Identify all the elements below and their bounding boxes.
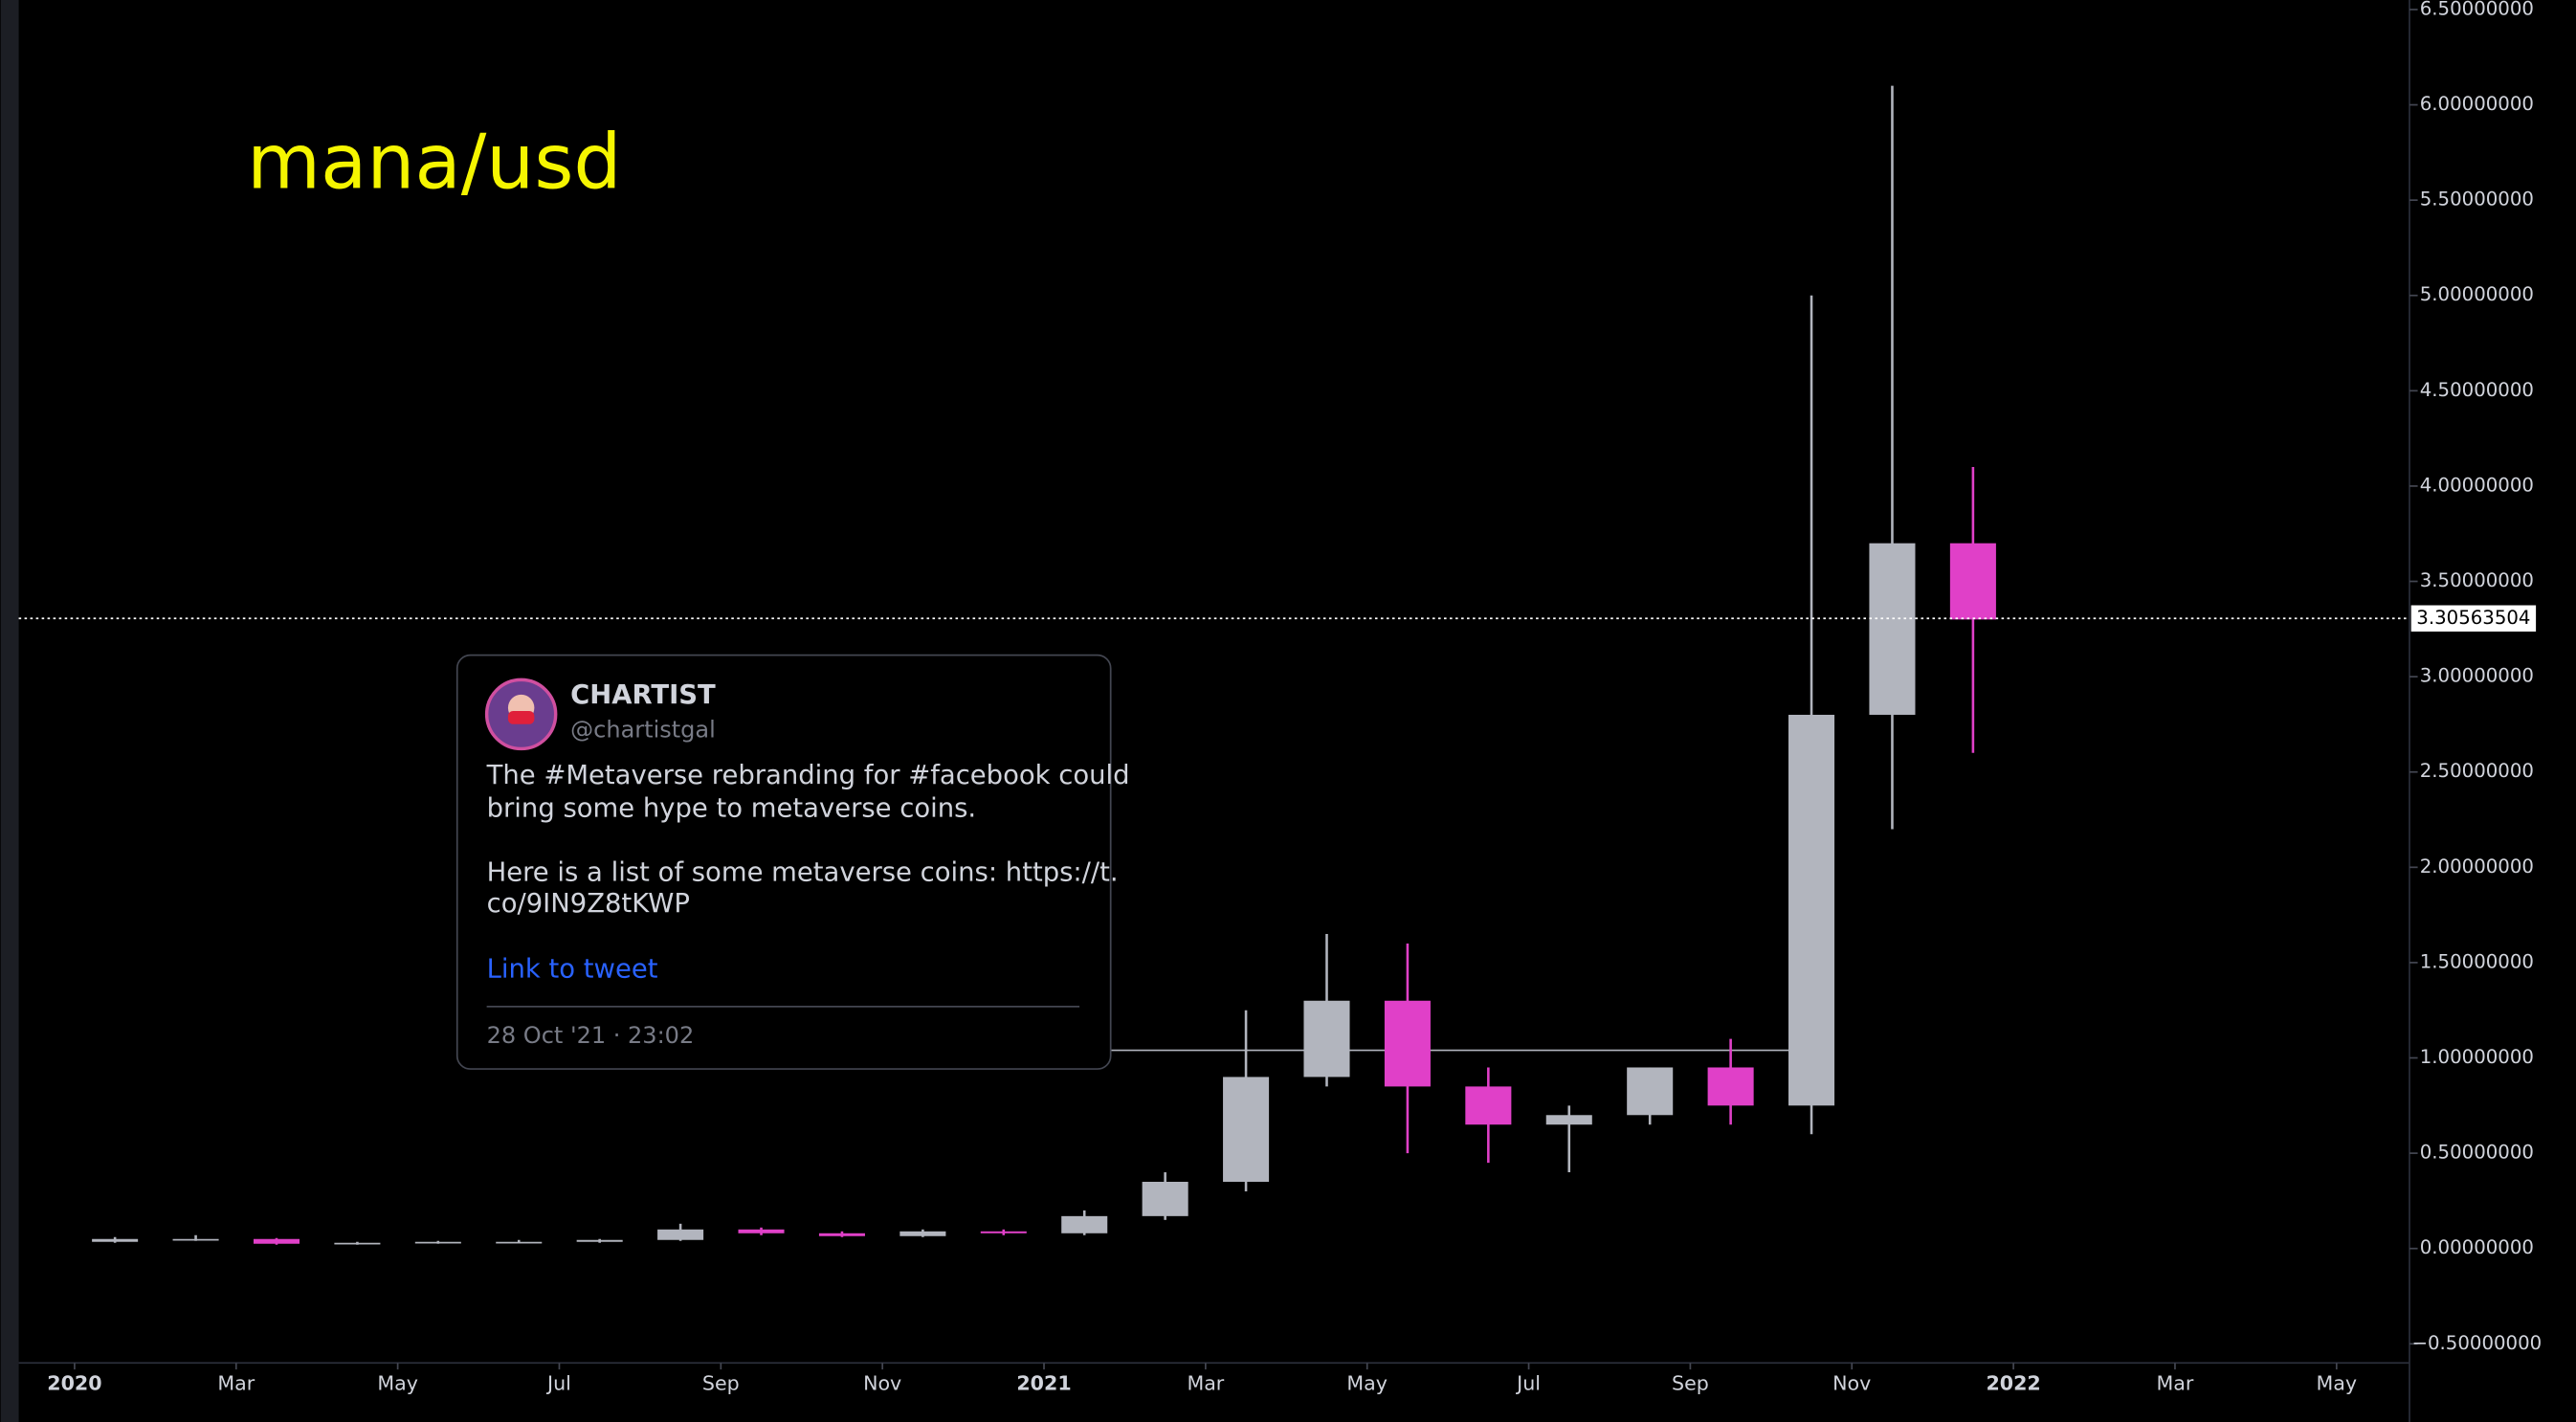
y-tick-label: 5.00000000	[2420, 283, 2534, 305]
y-tick-label: 2.50000000	[2420, 760, 2534, 782]
candle-body	[1142, 1181, 1188, 1216]
y-tick-label: 6.00000000	[2420, 93, 2534, 115]
x-tick-label: Mar	[217, 1372, 255, 1395]
y-tick-label: 0.00000000	[2420, 1236, 2534, 1258]
tweet-link[interactable]: Link to tweet	[487, 955, 658, 985]
y-tick-label: 1.50000000	[2420, 950, 2534, 972]
tweet-line: The #Metaverse rebranding for #facebook …	[486, 761, 1130, 790]
x-tick-label: Mar	[2157, 1372, 2194, 1395]
candle-body	[899, 1231, 946, 1236]
candle-body	[1788, 714, 1835, 1106]
candle-body	[1627, 1067, 1674, 1116]
candle-body	[576, 1239, 623, 1242]
y-tick-label: 3.00000000	[2420, 665, 2534, 687]
avatar-mask	[507, 711, 535, 724]
last-price-box	[2410, 605, 2537, 632]
candle-body	[657, 1229, 704, 1240]
candle-body	[496, 1241, 543, 1244]
x-tick-label: 2020	[47, 1372, 101, 1395]
tweet-line: co/9IN9Z8tKWP	[487, 889, 690, 919]
x-tick-label: Sep	[1672, 1372, 1709, 1395]
y-tick-label: −0.50000000	[2411, 1332, 2542, 1354]
candle-body	[253, 1238, 300, 1244]
y-tick-label: 4.50000000	[2420, 379, 2534, 401]
candle-body	[1061, 1215, 1108, 1233]
x-tick-label: May	[2317, 1372, 2358, 1395]
author-handle: @chartistgal	[570, 717, 716, 744]
candle-body	[738, 1229, 785, 1233]
y-tick-label: 1.00000000	[2420, 1046, 2534, 1068]
x-tick-label: May	[377, 1372, 418, 1395]
x-tick-label: Nov	[1832, 1372, 1871, 1395]
candle-body	[92, 1238, 139, 1242]
chart-title: mana/usd	[247, 119, 621, 207]
candle-body	[1707, 1067, 1754, 1106]
left-edge	[0, 0, 19, 1422]
x-tick-label: Jul	[1515, 1372, 1541, 1395]
tweet-date: 28 Oct '21 · 23:02	[487, 1022, 695, 1049]
candle-body	[1949, 543, 1996, 620]
last-price-label: 3.30563504	[2416, 607, 2530, 629]
candle-body	[818, 1233, 865, 1236]
y-tick-label: 2.00000000	[2420, 855, 2534, 878]
y-tick-label: 4.00000000	[2420, 474, 2534, 496]
candle-body	[1303, 1000, 1350, 1078]
candle-body	[1223, 1077, 1270, 1182]
candle-body	[172, 1238, 219, 1241]
candle-body	[1384, 1000, 1431, 1087]
y-tick-label: 5.50000000	[2420, 189, 2534, 211]
tweet-line: bring some hype to metaverse coins.	[487, 793, 977, 823]
candle-body	[414, 1241, 461, 1244]
author-name: CHARTIST	[570, 680, 716, 710]
x-tick-label: 2021	[1016, 1372, 1071, 1395]
card-frame	[455, 654, 1112, 1070]
y-tick-label: 6.50000000	[2420, 0, 2534, 19]
candle-body	[980, 1231, 1027, 1233]
x-tick-label: May	[1346, 1372, 1388, 1395]
candle-body	[334, 1242, 381, 1245]
x-tick-label: Mar	[1187, 1372, 1224, 1395]
x-tick-label: 2022	[1986, 1372, 2040, 1395]
plot: 6.50000000 6.00000000 5.50000000 5.00000000…	[18, 0, 2542, 1395]
y-tick-label: 3.50000000	[2420, 569, 2534, 591]
candle-body	[1465, 1086, 1512, 1125]
x-tick-label: Sep	[702, 1372, 740, 1395]
tweet-card: CHARTIST @chartistgal The #Metaverse reb…	[455, 654, 1130, 1070]
x-tick-label: Nov	[863, 1372, 901, 1395]
candle-body	[1869, 543, 1916, 715]
y-tick-label: 0.50000000	[2420, 1142, 2534, 1164]
candle-body	[1545, 1115, 1592, 1125]
x-tick-label: Jul	[545, 1372, 571, 1395]
tweet-line: Here is a list of some metaverse coins: …	[487, 857, 1119, 887]
